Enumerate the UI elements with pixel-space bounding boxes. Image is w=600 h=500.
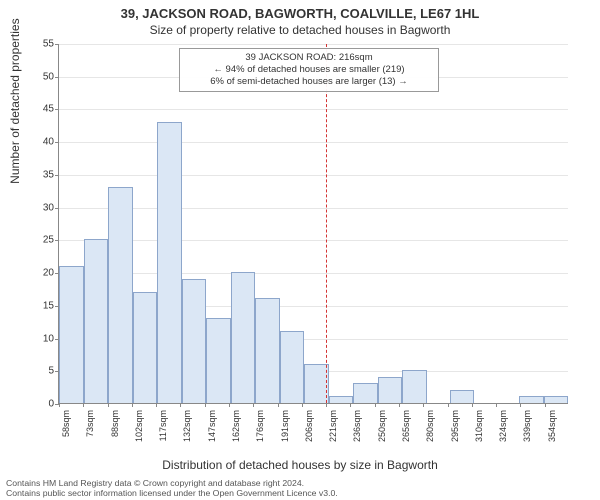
y-tick-label: 0 (24, 399, 54, 410)
histogram-bar (182, 279, 207, 403)
histogram-bar (519, 396, 544, 403)
y-tick-label: 35 (24, 169, 54, 180)
x-tick-label: 147sqm (207, 410, 217, 442)
histogram-bar (378, 377, 403, 403)
x-tick-label: 162sqm (231, 410, 241, 442)
y-tick-label: 5 (24, 366, 54, 377)
annotation-box: 39 JACKSON ROAD: 216sqm ← 94% of detache… (179, 48, 439, 92)
x-tick-label: 132sqm (182, 410, 192, 442)
y-tick-label: 40 (24, 137, 54, 148)
plot-area: 39 JACKSON ROAD: 216sqm ← 94% of detache… (58, 44, 568, 404)
histogram-bar (84, 239, 109, 403)
histogram-bar (157, 122, 182, 403)
x-tick-label: 58sqm (61, 410, 71, 437)
x-tick-label: 206sqm (304, 410, 314, 442)
y-tick-label: 20 (24, 268, 54, 279)
x-tick-layer: 58sqm 73sqm 88sqm 102sqm 117sqm 132sqm 147sqm 1… (58, 404, 568, 454)
bar-series (59, 44, 568, 403)
x-tick-label: 280sqm (425, 410, 435, 442)
histogram-bar (402, 370, 427, 403)
histogram-bar (280, 331, 305, 403)
chart-container: 39, JACKSON ROAD, BAGWORTH, COALVILLE, L… (0, 0, 600, 500)
chart-subtitle: Size of property relative to detached ho… (0, 21, 600, 37)
y-tick-label: 55 (24, 39, 54, 50)
footer-attribution: Contains HM Land Registry data © Crown c… (6, 478, 338, 498)
y-axis-label: Number of detached properties (8, 18, 22, 183)
x-tick-label: 102sqm (134, 410, 144, 442)
histogram-bar (450, 390, 475, 403)
annotation-line-2: ← 94% of detached houses are smaller (21… (186, 64, 432, 76)
histogram-bar (255, 298, 280, 403)
property-marker-line (326, 44, 327, 403)
x-tick-label: 295sqm (450, 410, 460, 442)
x-tick-label: 265sqm (401, 410, 411, 442)
x-tick-label: 117sqm (158, 410, 168, 441)
histogram-bar (206, 318, 231, 403)
y-tick-label: 50 (24, 71, 54, 82)
x-tick-label: 88sqm (110, 410, 120, 437)
histogram-bar (544, 396, 569, 403)
histogram-bar (108, 187, 133, 403)
histogram-bar (329, 396, 354, 403)
x-axis-label: Distribution of detached houses by size … (0, 458, 600, 472)
y-tick-label: 25 (24, 235, 54, 246)
x-tick-label: 73sqm (85, 410, 95, 437)
annotation-line-1: 39 JACKSON ROAD: 216sqm (186, 52, 432, 64)
x-tick-label: 324sqm (498, 410, 508, 442)
chart-title: 39, JACKSON ROAD, BAGWORTH, COALVILLE, L… (0, 0, 600, 21)
x-tick-label: 339sqm (522, 410, 532, 442)
histogram-bar (231, 272, 256, 403)
y-tick-label: 10 (24, 333, 54, 344)
x-tick-label: 221sqm (328, 410, 338, 442)
plot-wrap: 0510152025303540455055 39 JACKSON ROAD: … (58, 44, 568, 404)
annotation-line-3: 6% of semi-detached houses are larger (1… (186, 76, 432, 88)
x-tick-label: 310sqm (474, 410, 484, 442)
y-tick-label: 30 (24, 202, 54, 213)
y-tick-label: 45 (24, 104, 54, 115)
x-tick-label: 250sqm (377, 410, 387, 442)
y-tick-layer: 0510152025303540455055 (22, 44, 58, 404)
footer-line-1: Contains HM Land Registry data © Crown c… (6, 478, 338, 488)
histogram-bar (59, 266, 84, 403)
y-tick-label: 15 (24, 300, 54, 311)
histogram-bar (133, 292, 158, 403)
x-tick-label: 236sqm (352, 410, 362, 442)
histogram-bar (353, 383, 378, 403)
footer-line-2: Contains public sector information licen… (6, 488, 338, 498)
x-tick-label: 191sqm (280, 410, 290, 442)
x-tick-label: 176sqm (255, 410, 265, 442)
x-tick-label: 354sqm (547, 410, 557, 442)
